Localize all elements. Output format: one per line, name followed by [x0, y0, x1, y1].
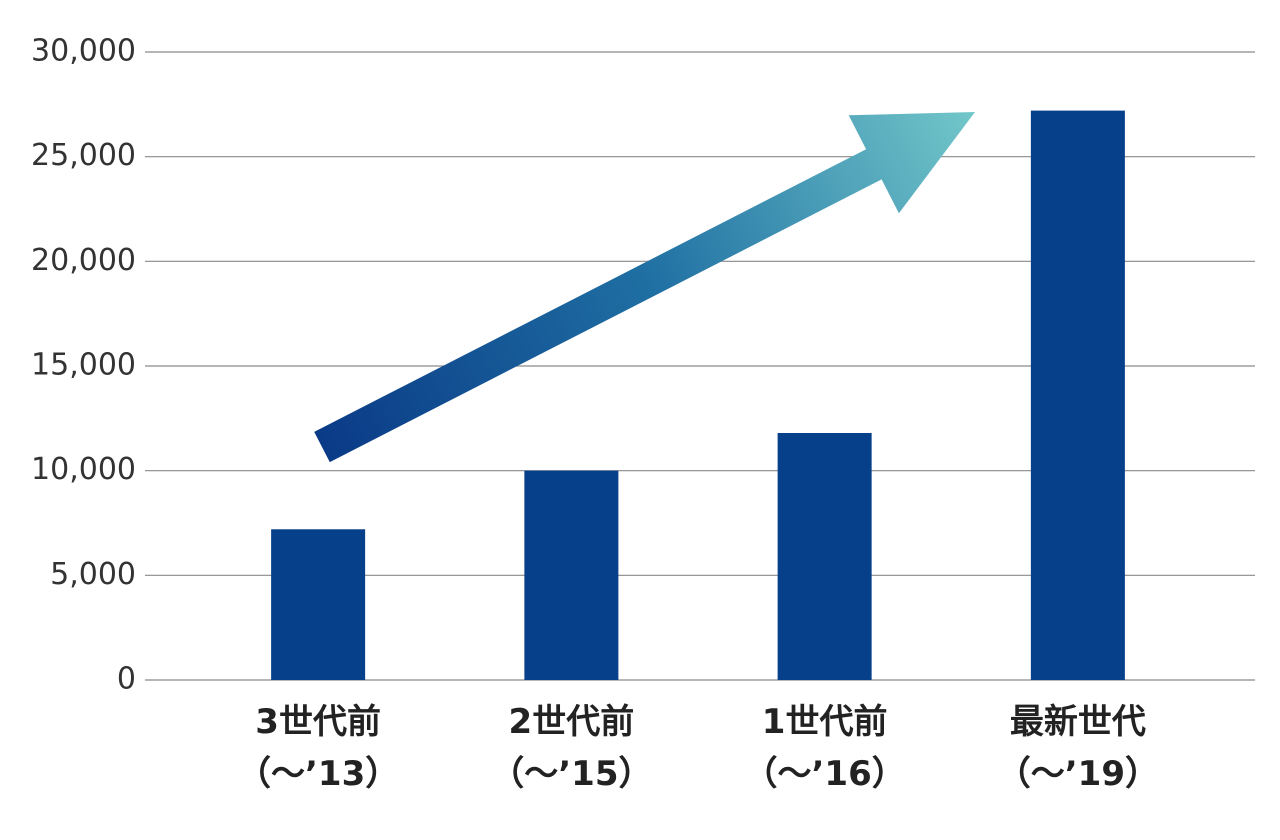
- x-tick-label: 3世代前 （～’13）: [237, 702, 400, 794]
- y-tick-label: 25,000: [31, 138, 136, 173]
- bar: [524, 470, 619, 680]
- x-tick-label: 1世代前 （～’16）: [743, 702, 906, 794]
- y-tick-label: 15,000: [31, 348, 136, 383]
- x-tick-label: 2世代前 （～’15）: [490, 702, 653, 794]
- y-tick-label: 0: [117, 662, 136, 697]
- y-tick-label: 20,000: [31, 243, 136, 278]
- bar: [1030, 110, 1125, 680]
- y-tick-label: 10,000: [31, 452, 136, 487]
- bar: [271, 529, 366, 680]
- bar: [777, 432, 872, 680]
- y-tick-label: 5,000: [50, 557, 136, 592]
- y-tick-label: 30,000: [31, 34, 136, 69]
- x-tick-label: 最新世代 （～’19）: [996, 702, 1159, 794]
- trend-arrow: [314, 112, 975, 463]
